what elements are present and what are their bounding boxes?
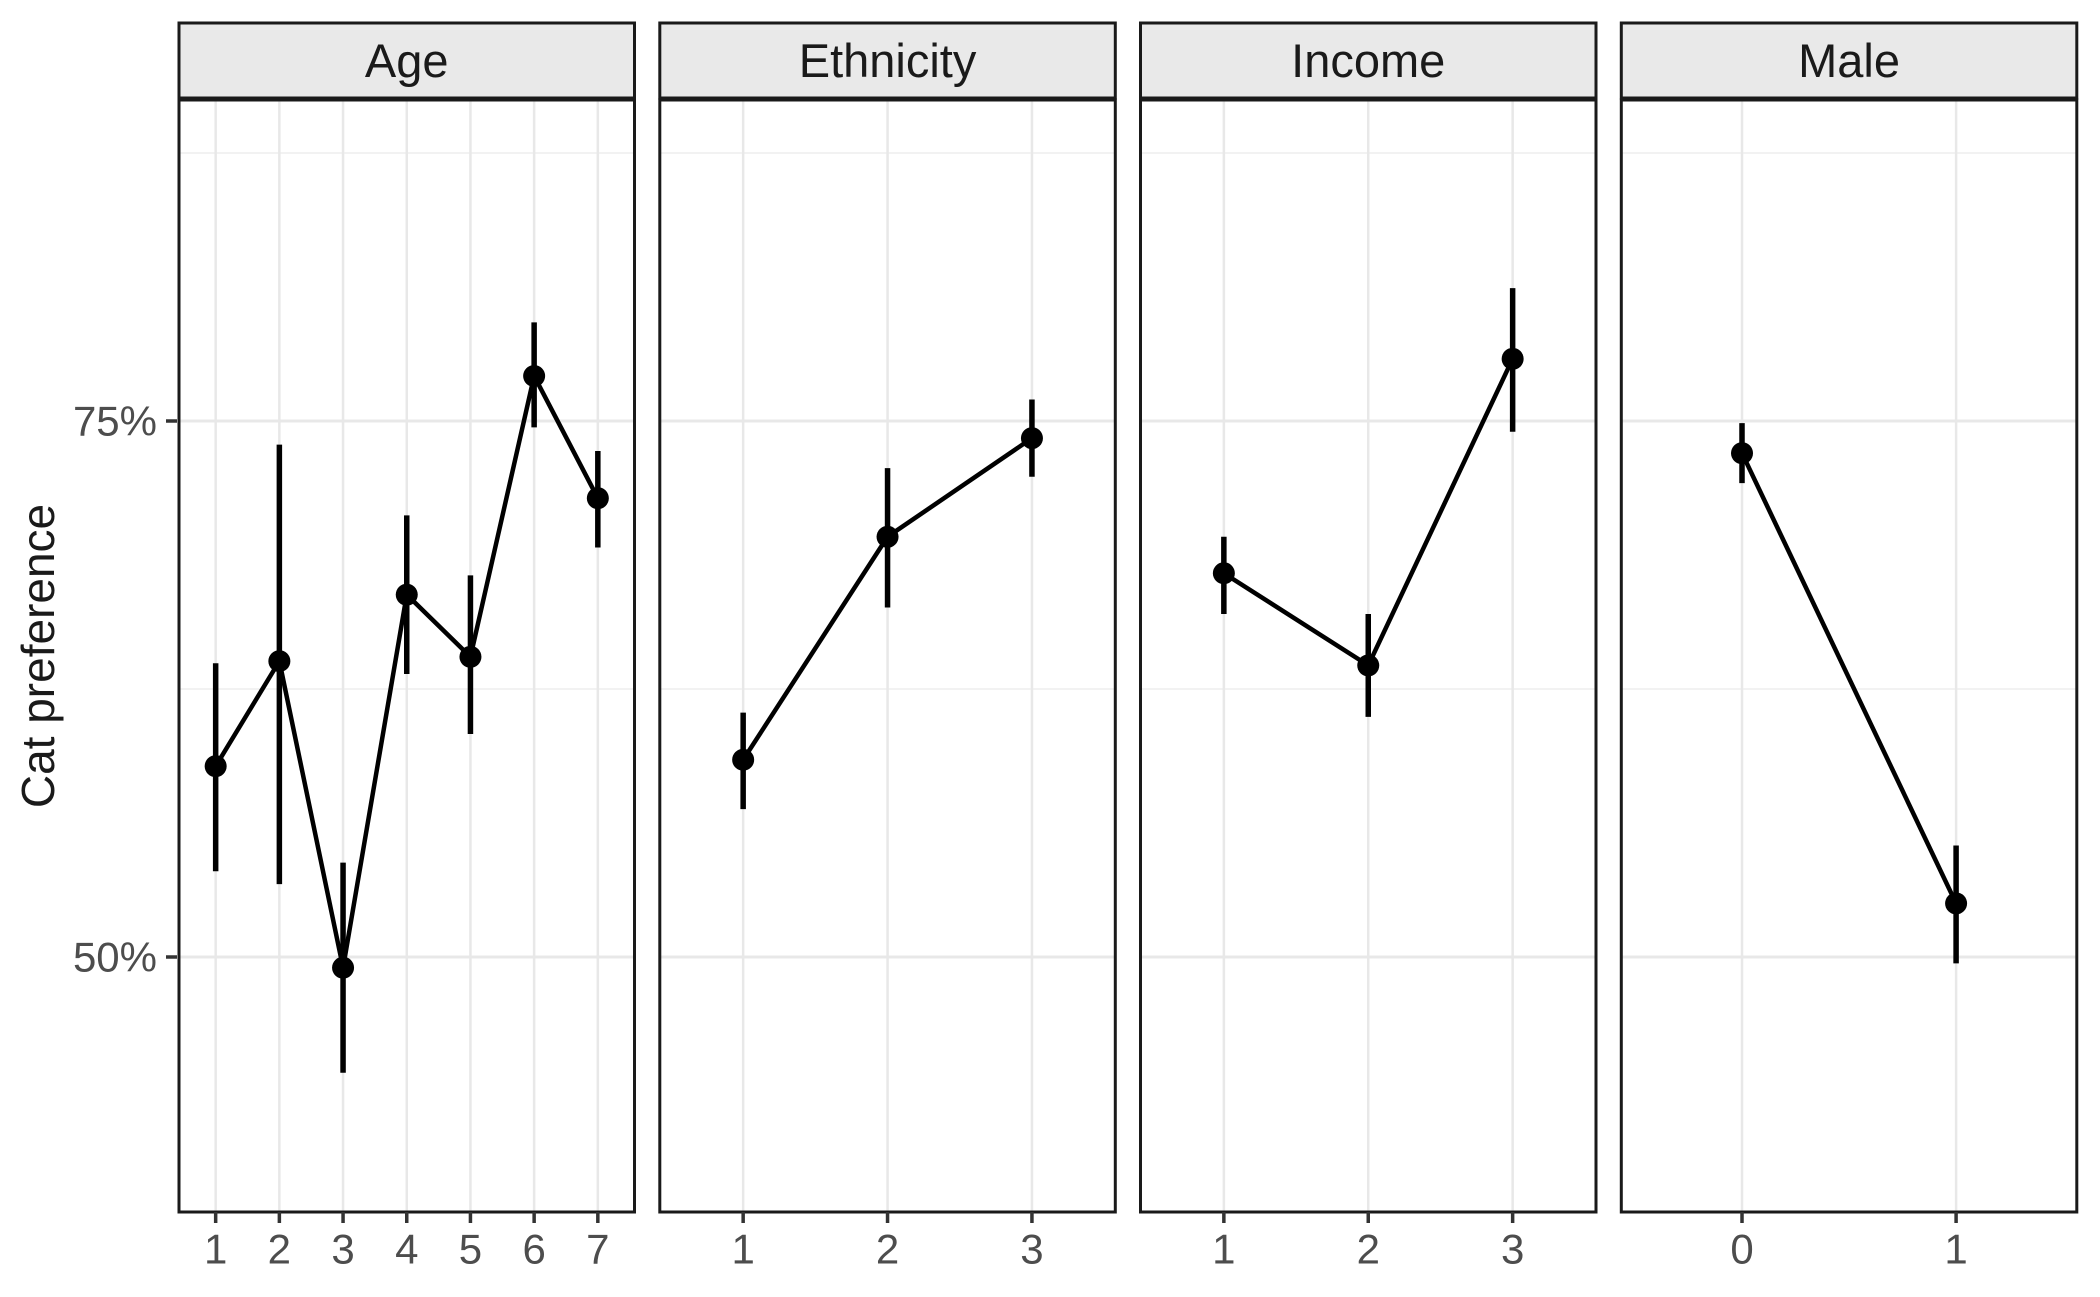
data-point (1020, 427, 1043, 450)
data-point (459, 645, 482, 668)
facet-strip (1619, 21, 2079, 100)
facet-strip (177, 21, 636, 100)
y-axis-title: Cat preference (12, 504, 64, 808)
trend-line (1739, 452, 1959, 905)
data-point (268, 650, 291, 673)
data-point (1357, 654, 1380, 677)
x-axis-tick-label: 1 (731, 1226, 754, 1273)
x-axis-tick-label: 5 (459, 1226, 482, 1273)
y-axis-tick-label: 50% (73, 934, 157, 981)
x-axis-tick-label: 1 (1944, 1226, 1967, 1273)
x-axis-tick-label: 2 (876, 1226, 899, 1273)
x-axis-tick-label: 2 (268, 1226, 291, 1273)
x-axis-tick-label: 7 (586, 1226, 609, 1273)
x-axis-tick-label: 6 (522, 1226, 545, 1273)
data-point (876, 525, 899, 548)
x-axis-tick-label: 0 (1730, 1226, 1753, 1273)
strip-label: Male (1798, 34, 1900, 87)
data-point (332, 956, 355, 979)
data-point (1945, 892, 1968, 915)
data-point (1501, 347, 1524, 370)
panel-border (1619, 98, 2079, 1214)
data-point (395, 583, 418, 606)
strip-label: Age (365, 34, 449, 87)
x-axis-tick-label: 3 (1020, 1226, 1043, 1273)
x-axis-tick-label: 2 (1357, 1226, 1380, 1273)
x-axis-tick-label: 3 (331, 1226, 354, 1273)
x-axis-tick-label: 4 (395, 1226, 418, 1273)
x-axis-tick-label: 1 (204, 1226, 227, 1273)
data-point (732, 748, 755, 771)
x-axis-tick-label: 3 (1501, 1226, 1524, 1273)
data-point (204, 755, 227, 778)
y-axis-tick-label: 75% (73, 398, 157, 445)
data-point (1731, 442, 1754, 465)
facet-strip (1139, 21, 1598, 100)
panel-background (1621, 100, 2077, 1212)
data-point (586, 487, 609, 510)
x-axis-tick-label: 1 (1212, 1226, 1235, 1273)
data-point (1212, 562, 1235, 585)
data-point (523, 364, 546, 387)
facet-strip (658, 21, 1117, 100)
strip-label: Ethnicity (799, 34, 977, 87)
strip-label: Income (1291, 34, 1445, 87)
